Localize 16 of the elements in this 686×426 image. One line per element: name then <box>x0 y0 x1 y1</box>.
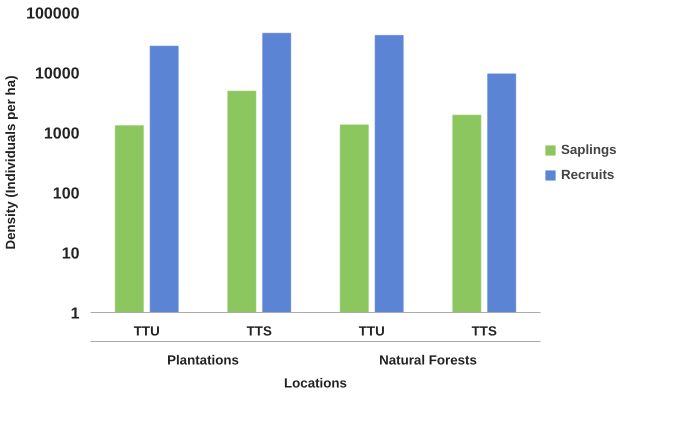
y-tick-label: 10000 <box>35 66 80 82</box>
y-tick-label: 1000 <box>44 126 80 142</box>
y-tick-label: 100000 <box>26 6 80 22</box>
y-tick-label: 100 <box>52 186 80 202</box>
legend-label: Recruits <box>561 167 614 182</box>
y-tick-label: 1 <box>70 306 80 322</box>
x-tick-label: TTU <box>134 324 160 338</box>
y-tick-label: 10 <box>62 246 80 262</box>
x-axis-title: Locations <box>284 376 347 390</box>
legend-label: Saplings <box>561 142 617 157</box>
x-tick-label: TTS <box>246 324 272 338</box>
x-tick-label: TTU <box>358 324 385 338</box>
y-axis-title: Density (Individuals per ha) <box>3 75 18 250</box>
text: Natural Forests <box>379 352 477 368</box>
text: Plantations <box>167 352 239 368</box>
x-tick-label: TTS <box>472 324 497 338</box>
